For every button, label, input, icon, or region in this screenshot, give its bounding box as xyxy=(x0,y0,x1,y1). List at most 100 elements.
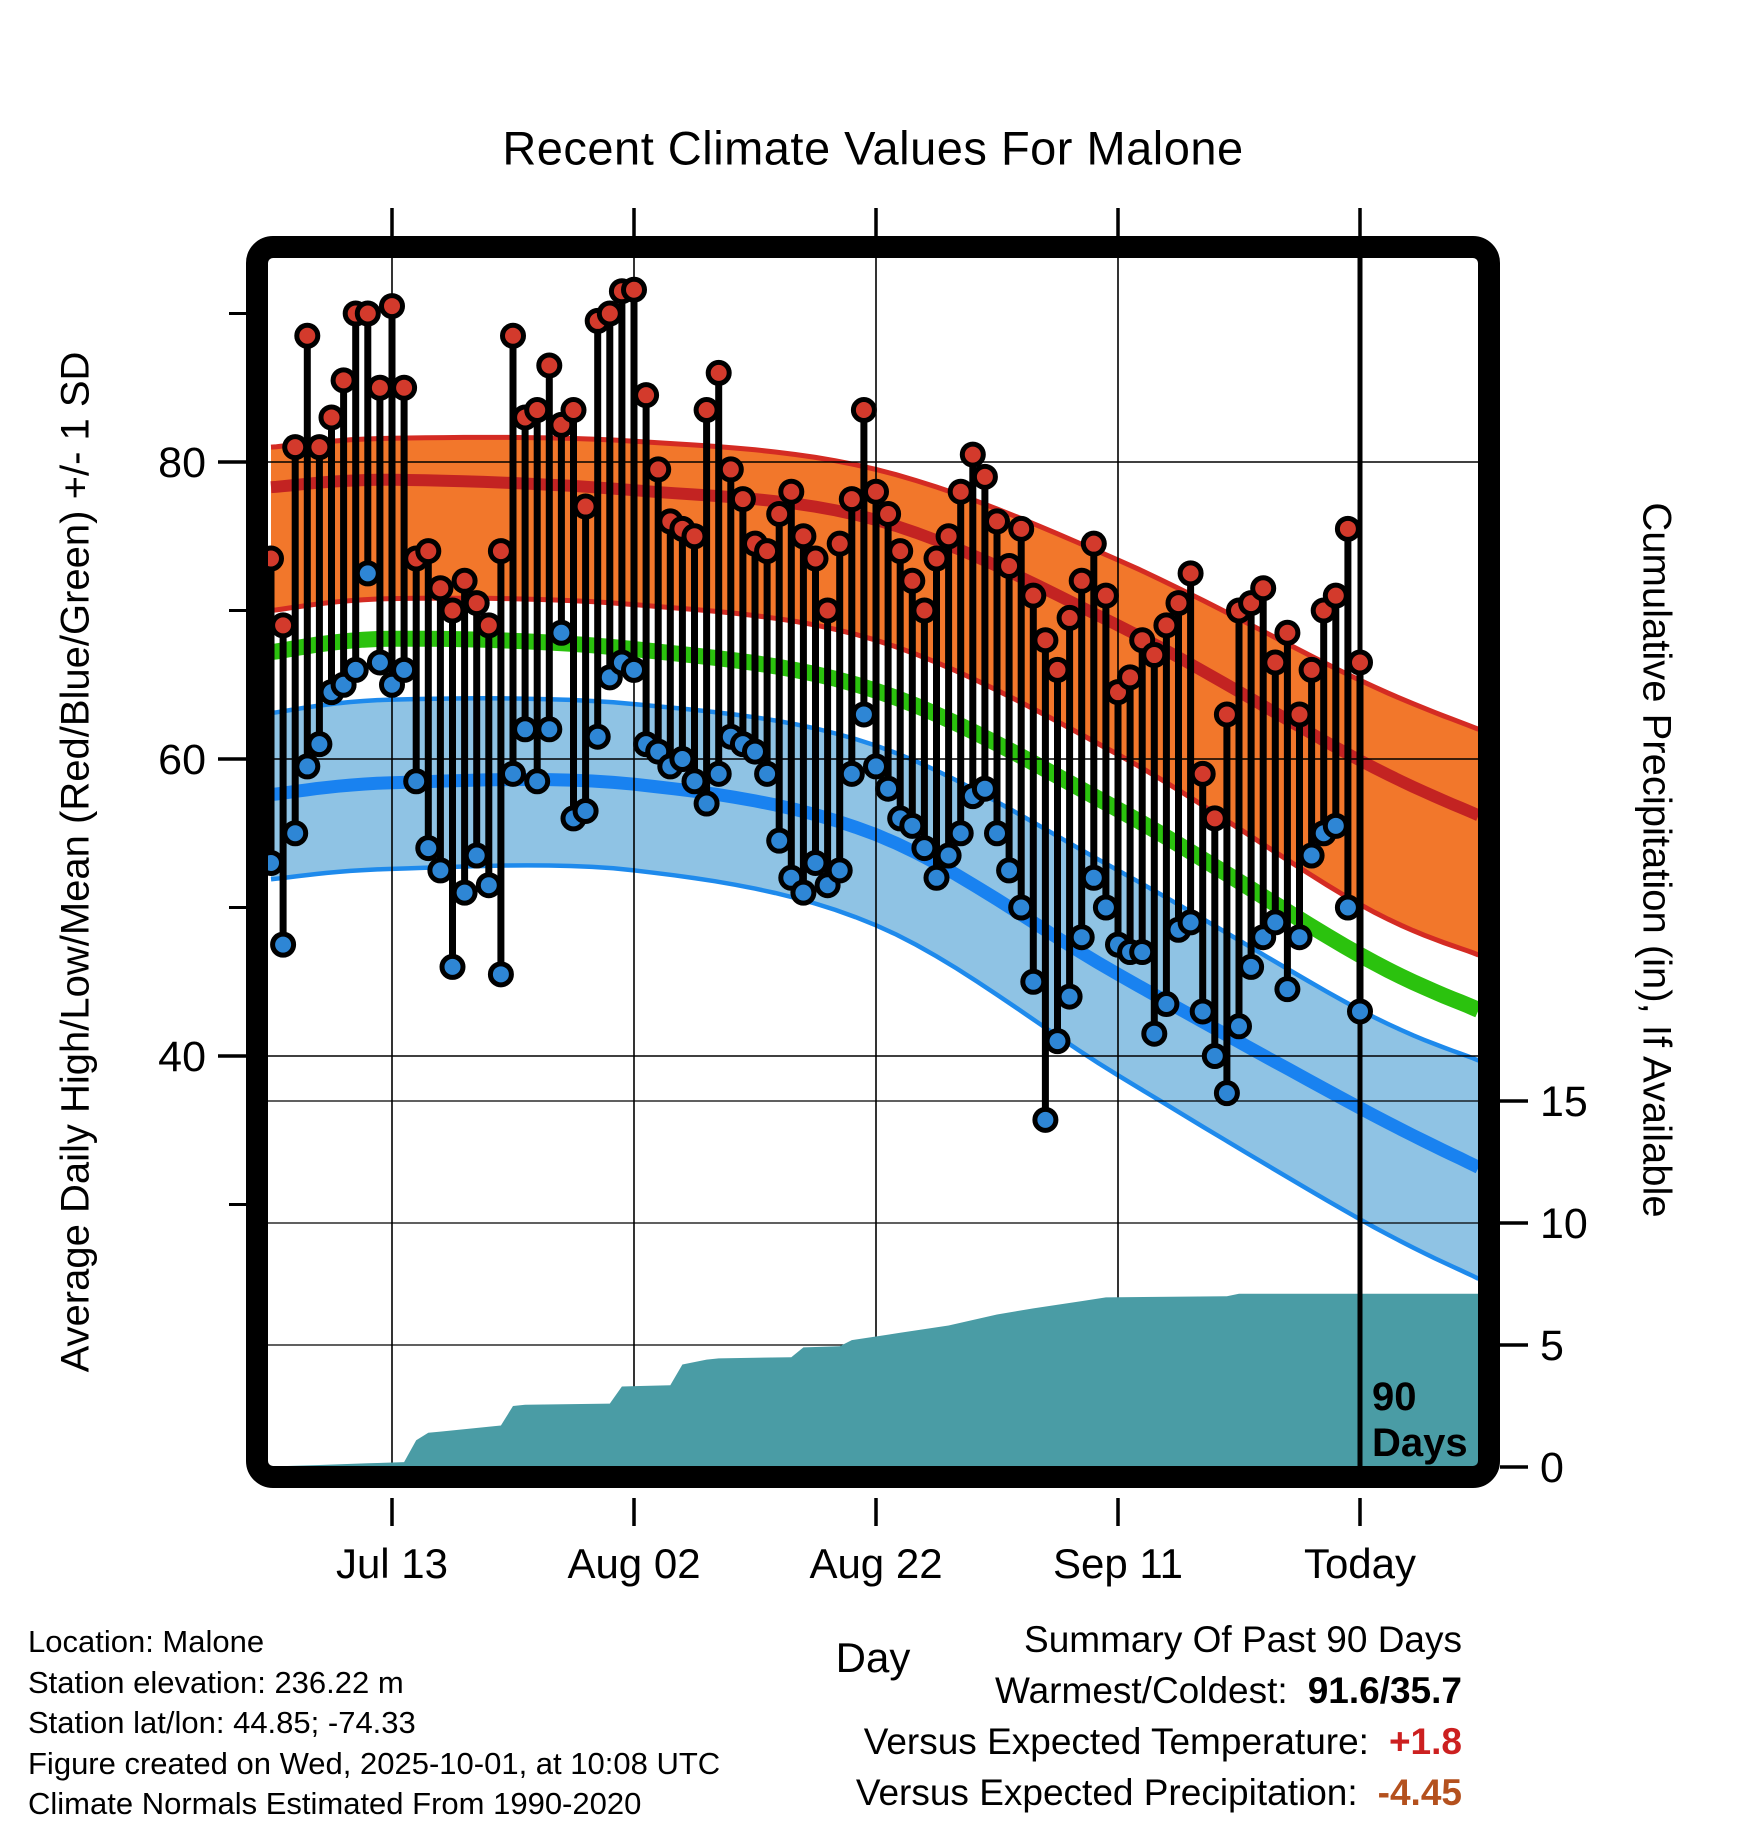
daily-low-dot xyxy=(403,768,430,795)
daily-low-dot xyxy=(1080,864,1107,891)
daily-low-dot xyxy=(863,753,889,780)
x-tick-label-sep-11: Sep 11 xyxy=(1053,1540,1183,1587)
daily-high-dot xyxy=(1322,582,1349,609)
daily-low-dot xyxy=(524,768,551,795)
station-elevation: Station elevation: 236.22 m xyxy=(28,1664,404,1700)
daily-low-dot xyxy=(1238,953,1265,980)
daily-low-dot xyxy=(572,797,599,824)
daily-low-dot xyxy=(1008,894,1035,921)
daily-high-dot xyxy=(1177,560,1204,587)
daily-low-dot xyxy=(875,775,902,802)
daily-low-dot xyxy=(366,649,393,676)
daily-high-dot xyxy=(439,597,466,624)
summary-warmest-coldest-label: Warmest/Coldest: xyxy=(995,1670,1288,1711)
daily-high-dot xyxy=(863,478,889,505)
right-tick-label-15: 15 xyxy=(1540,1078,1588,1126)
daily-high-dot xyxy=(1008,515,1035,542)
daily-low-dot xyxy=(1347,998,1373,1025)
daily-high-dot xyxy=(354,300,381,327)
daily-high-dot xyxy=(500,322,526,349)
daily-low-dot xyxy=(342,656,369,683)
daily-high-dot xyxy=(596,300,623,327)
left-tick-label-80: 80 xyxy=(158,439,206,487)
precip-layer xyxy=(271,1293,1478,1467)
daily-high-dot xyxy=(766,500,793,527)
daily-low-dot xyxy=(923,864,950,891)
x-tick-label-aug-02: Aug 02 xyxy=(567,1540,700,1587)
daily-high-dot xyxy=(451,567,478,594)
daily-low-dot xyxy=(439,953,466,980)
daily-high-dot xyxy=(996,552,1023,579)
daily-low-dot xyxy=(1092,894,1119,921)
x-tick-label-jul-13: Jul 13 xyxy=(336,1540,448,1587)
daily-low-dot xyxy=(754,760,781,787)
daily-high-dot xyxy=(693,397,720,424)
daily-low-dot xyxy=(391,656,418,683)
summary-vs-temperature-label: Versus Expected Temperature: xyxy=(863,1721,1369,1762)
daily-low-dot xyxy=(1153,991,1180,1018)
page-title: Recent Climate Values For Malone xyxy=(502,121,1244,175)
daily-high-dot xyxy=(487,538,514,565)
daily-high-dot xyxy=(850,397,877,424)
daily-high-dot xyxy=(572,493,599,520)
daily-high-dot xyxy=(1020,582,1047,609)
daily-low-dot xyxy=(427,857,454,884)
daily-high-dot xyxy=(270,612,297,639)
summary-vs-temperature-value: +1.8 xyxy=(1388,1721,1462,1762)
daily-high-dot xyxy=(947,478,974,505)
station-location: Location: Malone xyxy=(28,1624,265,1659)
daily-high-dot xyxy=(1347,649,1373,676)
daily-low-dot xyxy=(1032,1106,1059,1133)
daily-high-dot xyxy=(318,404,345,431)
daily-low-dot xyxy=(1274,976,1301,1003)
daily-low-dot xyxy=(984,820,1010,847)
daily-high-dot xyxy=(536,352,563,379)
daily-high-dot xyxy=(790,523,817,550)
daily-low-dot xyxy=(548,619,575,646)
daily-high-dot xyxy=(887,538,914,565)
daily-high-dot xyxy=(814,597,841,624)
right-tick-label-0: 0 xyxy=(1540,1444,1564,1492)
daily-low-dot xyxy=(306,731,333,758)
daily-high-dot xyxy=(524,397,551,424)
daily-high-dot xyxy=(282,434,309,461)
cumulative-precip-area xyxy=(271,1293,1478,1467)
daily-low-dot xyxy=(1262,909,1289,936)
daily-low-dot xyxy=(584,723,611,750)
daily-low-dot xyxy=(1020,968,1047,995)
daily-low-dot xyxy=(996,857,1023,884)
daily-low-dot xyxy=(947,820,974,847)
daily-high-dot xyxy=(391,374,418,401)
daily-low-dot xyxy=(270,931,297,958)
daily-low-dot xyxy=(911,835,938,862)
daily-high-dot xyxy=(754,538,781,565)
daily-high-dot xyxy=(415,538,442,565)
daily-high-dot xyxy=(826,530,853,557)
x-tick-label-aug-22: Aug 22 xyxy=(809,1540,942,1587)
daily-high-dot xyxy=(1262,649,1289,676)
low-normal-band xyxy=(271,698,1478,1279)
daily-low-dot xyxy=(1226,1013,1252,1040)
daily-low-dot xyxy=(282,820,309,847)
daily-high-dot xyxy=(802,545,829,572)
daily-low-dot xyxy=(838,760,865,787)
daily-high-dot xyxy=(1056,604,1083,631)
daily-stems-layer xyxy=(268,276,1373,1133)
daily-high-dot xyxy=(1286,701,1313,728)
daily-high-dot xyxy=(911,597,938,624)
daily-high-dot xyxy=(379,293,405,320)
daily-high-dot xyxy=(705,359,732,386)
daily-low-dot xyxy=(1322,812,1349,839)
daily-low-dot xyxy=(899,812,926,839)
left-tick-label-40: 40 xyxy=(158,1033,206,1081)
daily-high-dot xyxy=(330,367,357,394)
daily-low-dot xyxy=(354,560,381,587)
daily-high-dot xyxy=(778,478,805,505)
daily-high-dot xyxy=(923,545,950,572)
daily-low-dot xyxy=(512,716,539,743)
daily-high-dot xyxy=(935,523,962,550)
ninety-day-label-line2: Days xyxy=(1372,1421,1468,1465)
daily-low-dot xyxy=(826,857,853,884)
daily-low-dot xyxy=(669,746,696,772)
